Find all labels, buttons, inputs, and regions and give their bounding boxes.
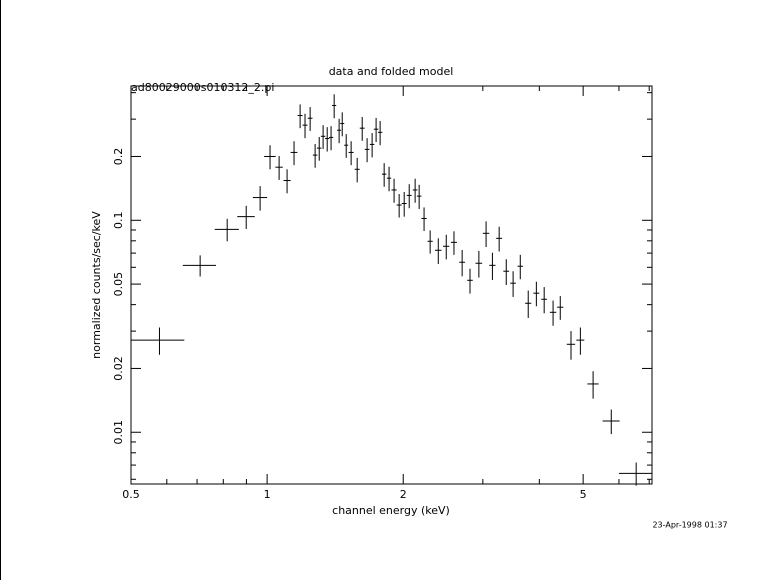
y-axis-label: normalized counts/sec/keV	[90, 211, 103, 359]
x-tick-label: 5	[580, 488, 587, 501]
plot-frame	[130, 85, 653, 485]
x-tick-label: 0.5	[122, 488, 140, 501]
x-tick-label: 1	[264, 488, 271, 501]
chart-subtitle: ad80029000s010312_2.pi	[131, 81, 274, 94]
y-tick-label: 0.1	[112, 212, 125, 230]
y-tick-label: 0.2	[112, 148, 125, 166]
x-tick-label: 2	[400, 488, 407, 501]
y-tick-label: 0.01	[112, 420, 125, 445]
timestamp: 23-Apr-1998 01:37	[652, 521, 727, 530]
y-tick-label: 0.02	[112, 356, 125, 381]
chart-title: data and folded model	[329, 65, 454, 78]
x-axis-label: channel energy (keV)	[332, 504, 450, 517]
y-tick-label: 0.05	[112, 272, 125, 297]
